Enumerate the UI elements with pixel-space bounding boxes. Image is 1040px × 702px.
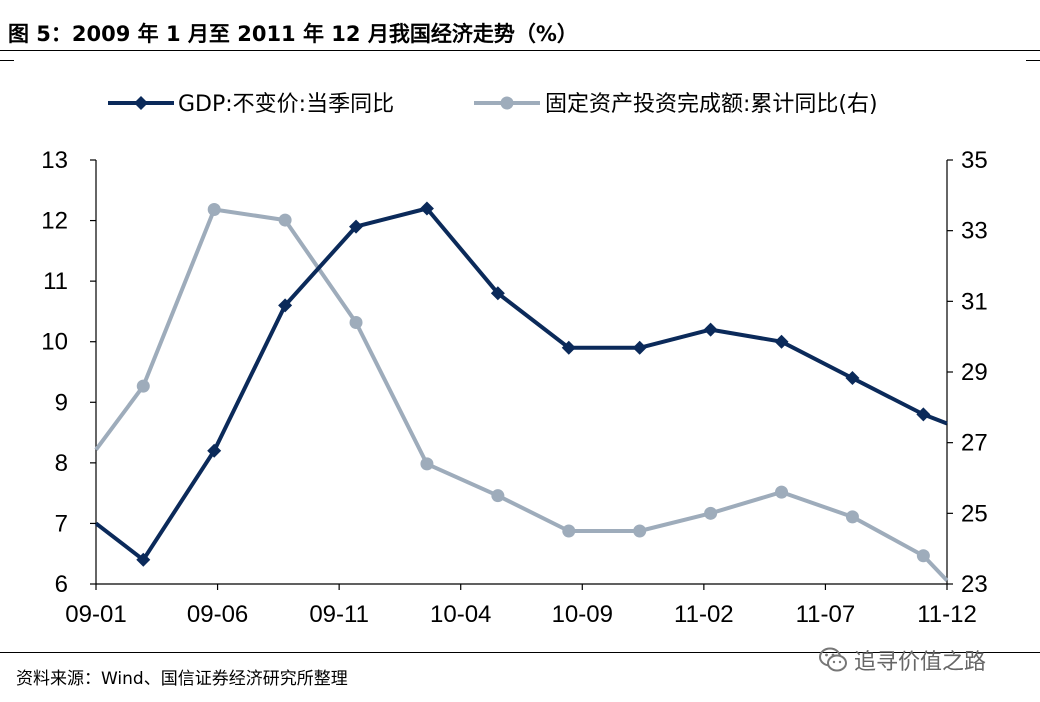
left-y-tick-label: 7 <box>55 510 68 537</box>
gdp-data-point <box>774 334 789 349</box>
right-y-tick-label: 27 <box>961 430 988 457</box>
gdp-data-point <box>490 286 505 301</box>
fai-data-point <box>633 524 647 538</box>
right-y-tick-label: 35 <box>961 147 988 174</box>
gdp-data-point <box>349 219 364 234</box>
fai-data-point <box>704 506 718 520</box>
left-y-tick-label: 8 <box>55 450 68 477</box>
gdp-data-point <box>136 552 151 567</box>
x-tick-label: 09-01 <box>65 601 126 628</box>
chart-title: 图 5：2009 年 1 月至 2011 年 12 月我国经济走势（%） <box>8 22 578 46</box>
gdp-data-point <box>278 298 293 313</box>
gdp-data-point <box>845 371 860 386</box>
gdp-data-point <box>419 201 434 216</box>
right-y-tick-label: 25 <box>961 500 988 527</box>
legend-gdp-marker <box>134 96 148 110</box>
line-chart: GDP:不变价:当季同比 固定资产投资完成额:累计同比(右) 6 7 8 9 10 11 12… <box>41 92 987 628</box>
watermark: 追寻价值之路 <box>818 644 986 676</box>
fai-data-point <box>136 379 150 393</box>
gdp-data-point <box>207 443 222 458</box>
fai-data-point <box>562 524 576 538</box>
x-tick-label: 09-11 <box>309 601 369 628</box>
fai-data-point <box>278 213 292 227</box>
left-y-tick-label: 12 <box>41 208 68 235</box>
x-tick-label: 11-02 <box>674 601 734 628</box>
left-y-tick-label: 13 <box>41 147 68 174</box>
fai-data-point <box>916 549 930 563</box>
x-tick-label: 10-09 <box>552 601 613 628</box>
source-note: 资料来源：Wind、国信证券经济研究所整理 <box>16 669 348 689</box>
footer-divider <box>0 652 1040 653</box>
gdp-data-point <box>632 340 647 355</box>
right-y-tick-label: 29 <box>961 359 988 386</box>
chart-legend: GDP:不变价:当季同比 固定资产投资完成额:累计同比(右) <box>108 92 878 117</box>
right-corner-mark <box>1026 60 1040 61</box>
x-tick-label: 11-12 <box>917 601 977 628</box>
fai-data-point <box>845 510 859 524</box>
gdp-data-point <box>703 322 718 337</box>
chart-axes: 6 7 8 9 10 11 12 13 23 25 27 29 31 33 35 09-01 09-06 09-1… <box>41 147 987 628</box>
x-tick-label: 11-07 <box>796 601 856 628</box>
right-y-tick-label: 23 <box>961 571 988 598</box>
title-divider <box>0 50 1040 51</box>
fai-series-line <box>94 207 949 582</box>
legend-fai-marker <box>500 96 514 110</box>
gdp-series-line <box>94 206 948 562</box>
watermark-text: 追寻价值之路 <box>854 650 987 675</box>
right-y-tick-label: 31 <box>961 288 988 315</box>
fai-data-point <box>775 485 789 499</box>
fai-data-point <box>491 489 505 503</box>
wechat-icon <box>819 647 847 672</box>
left-corner-mark <box>0 60 14 61</box>
left-y-tick-label: 11 <box>43 268 68 295</box>
left-y-tick-label: 9 <box>55 389 68 416</box>
x-tick-label: 09-06 <box>187 601 248 628</box>
left-y-tick-label: 6 <box>55 571 68 598</box>
right-y-tick-label: 33 <box>961 218 988 245</box>
fai-data-point <box>207 202 221 216</box>
legend-gdp-label: GDP:不变价:当季同比 <box>178 92 394 117</box>
fai-data-point <box>420 457 434 471</box>
left-y-tick-label: 10 <box>41 329 68 356</box>
gdp-data-point <box>561 340 576 355</box>
x-tick-label: 10-04 <box>430 601 491 628</box>
legend-fai-label: 固定资产投资完成额:累计同比(右) <box>545 92 878 117</box>
series-layer <box>94 201 949 582</box>
fai-data-point <box>349 316 363 330</box>
gdp-data-point <box>916 407 931 422</box>
